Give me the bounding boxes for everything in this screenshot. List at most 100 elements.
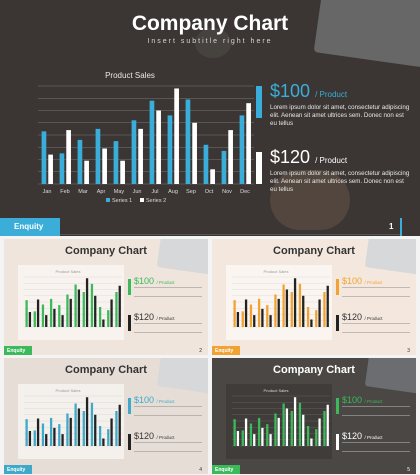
page-title: Company Chart — [131, 12, 289, 35]
bar — [102, 148, 107, 184]
x-tick-label: Feb — [60, 189, 69, 195]
footer-label-box — [4, 346, 32, 355]
price-unit: / Product — [315, 90, 348, 99]
x-tick-label: Jul — [151, 189, 158, 195]
bar — [323, 292, 326, 327]
price-description — [342, 323, 410, 333]
x-tick-label: Oct — [205, 189, 214, 195]
price-block-1: $100 / Product — [134, 395, 175, 405]
bar — [25, 300, 28, 327]
x-tick-label: May — [114, 189, 125, 195]
slide-thumbnail[interactable]: Company Chart Product Sales $100 / Produ… — [212, 358, 416, 474]
price-unit: / Product — [364, 280, 383, 285]
bar — [138, 128, 143, 184]
bar — [77, 289, 81, 327]
price-accent-bar-2 — [336, 434, 339, 450]
bar — [110, 418, 113, 446]
bar — [85, 397, 89, 446]
thumb-chart: Product Sales — [24, 388, 122, 447]
bar — [102, 319, 105, 327]
bar — [74, 403, 77, 446]
coffee-cup-image — [195, 28, 231, 58]
bar — [298, 283, 302, 327]
bar — [285, 408, 289, 446]
price-amount: $100 — [342, 276, 363, 286]
bar — [257, 298, 261, 327]
bar — [25, 419, 28, 446]
x-tick-label: Apr — [97, 189, 106, 195]
price-accent-bar-1 — [256, 86, 262, 118]
slide-thumbnail[interactable]: Company Chart Product Sales $100 / Produ… — [4, 239, 208, 355]
price-unit: / Product — [364, 435, 383, 440]
price-amount: $120 — [134, 431, 155, 441]
bar — [98, 307, 102, 327]
bar — [28, 312, 32, 327]
bar — [118, 404, 121, 446]
bar — [244, 418, 248, 446]
page-subtitle: Insert subtitle right here — [147, 38, 273, 45]
slide-thumbnail[interactable]: Company Chart Product Sales $100 / Produ… — [212, 239, 416, 355]
price-accent-bar-1 — [336, 279, 339, 295]
bar — [131, 120, 137, 184]
x-tick-label: Aug — [168, 189, 178, 195]
bar — [61, 434, 64, 446]
x-tick-label: Dec — [240, 189, 250, 195]
bar — [94, 295, 97, 327]
x-tick-label: Nov — [222, 189, 232, 195]
bar — [115, 411, 118, 446]
bar — [49, 298, 53, 327]
bar — [203, 144, 209, 184]
price-block-2: $120 / Product — [134, 312, 175, 322]
bar — [315, 310, 318, 327]
price-description: Lorem ipsum dolor sit amet, consectetur … — [270, 170, 410, 193]
bar — [102, 438, 105, 446]
bar — [174, 88, 179, 184]
bar — [59, 153, 65, 184]
price-accent-bar-2 — [128, 315, 131, 331]
price-unit: / Product — [156, 280, 175, 285]
bar — [98, 426, 102, 446]
bar — [90, 402, 94, 446]
bar — [28, 431, 32, 446]
bar — [167, 115, 173, 184]
bar — [107, 429, 110, 446]
footer-label: Enquity — [215, 467, 234, 473]
bar — [269, 434, 272, 446]
bar — [239, 115, 245, 184]
thumb-chart: Product Sales — [232, 388, 330, 447]
page-number: 4 — [199, 467, 202, 473]
bar — [318, 418, 321, 446]
bar — [241, 430, 244, 446]
bar — [66, 130, 71, 184]
bar — [277, 298, 280, 327]
legend-label: Series 2 — [146, 198, 166, 204]
slide-thumbnail[interactable]: Company Chart Product Sales $100 / Produ… — [4, 358, 208, 474]
bar — [41, 304, 45, 327]
bar — [94, 414, 97, 446]
main-slide[interactable]: Company Chart Insert subtitle right here… — [0, 0, 420, 236]
price-block-1: $100 / Product — [342, 276, 383, 286]
bar — [118, 285, 121, 327]
bar — [290, 411, 293, 446]
chart-title: Product Sales — [56, 388, 81, 393]
bar — [246, 103, 251, 184]
price-amount: $120 — [342, 312, 363, 322]
footer-label-box — [212, 465, 240, 474]
bar — [210, 169, 215, 184]
bar — [53, 427, 56, 446]
bar — [58, 424, 61, 446]
page-number: 5 — [407, 467, 410, 473]
price-accent-bar-2 — [336, 315, 339, 331]
chart-title: Product Sales — [56, 269, 81, 274]
bar — [45, 434, 48, 446]
price-accent-bar-1 — [128, 279, 131, 295]
bar — [120, 160, 125, 184]
price-description — [134, 323, 202, 333]
footer-line — [60, 234, 400, 235]
bar — [233, 419, 236, 446]
bar — [285, 289, 289, 327]
price-accent-bar-2 — [256, 152, 262, 184]
bar — [257, 417, 261, 446]
bar — [233, 300, 236, 327]
footer-label-box — [4, 465, 32, 474]
